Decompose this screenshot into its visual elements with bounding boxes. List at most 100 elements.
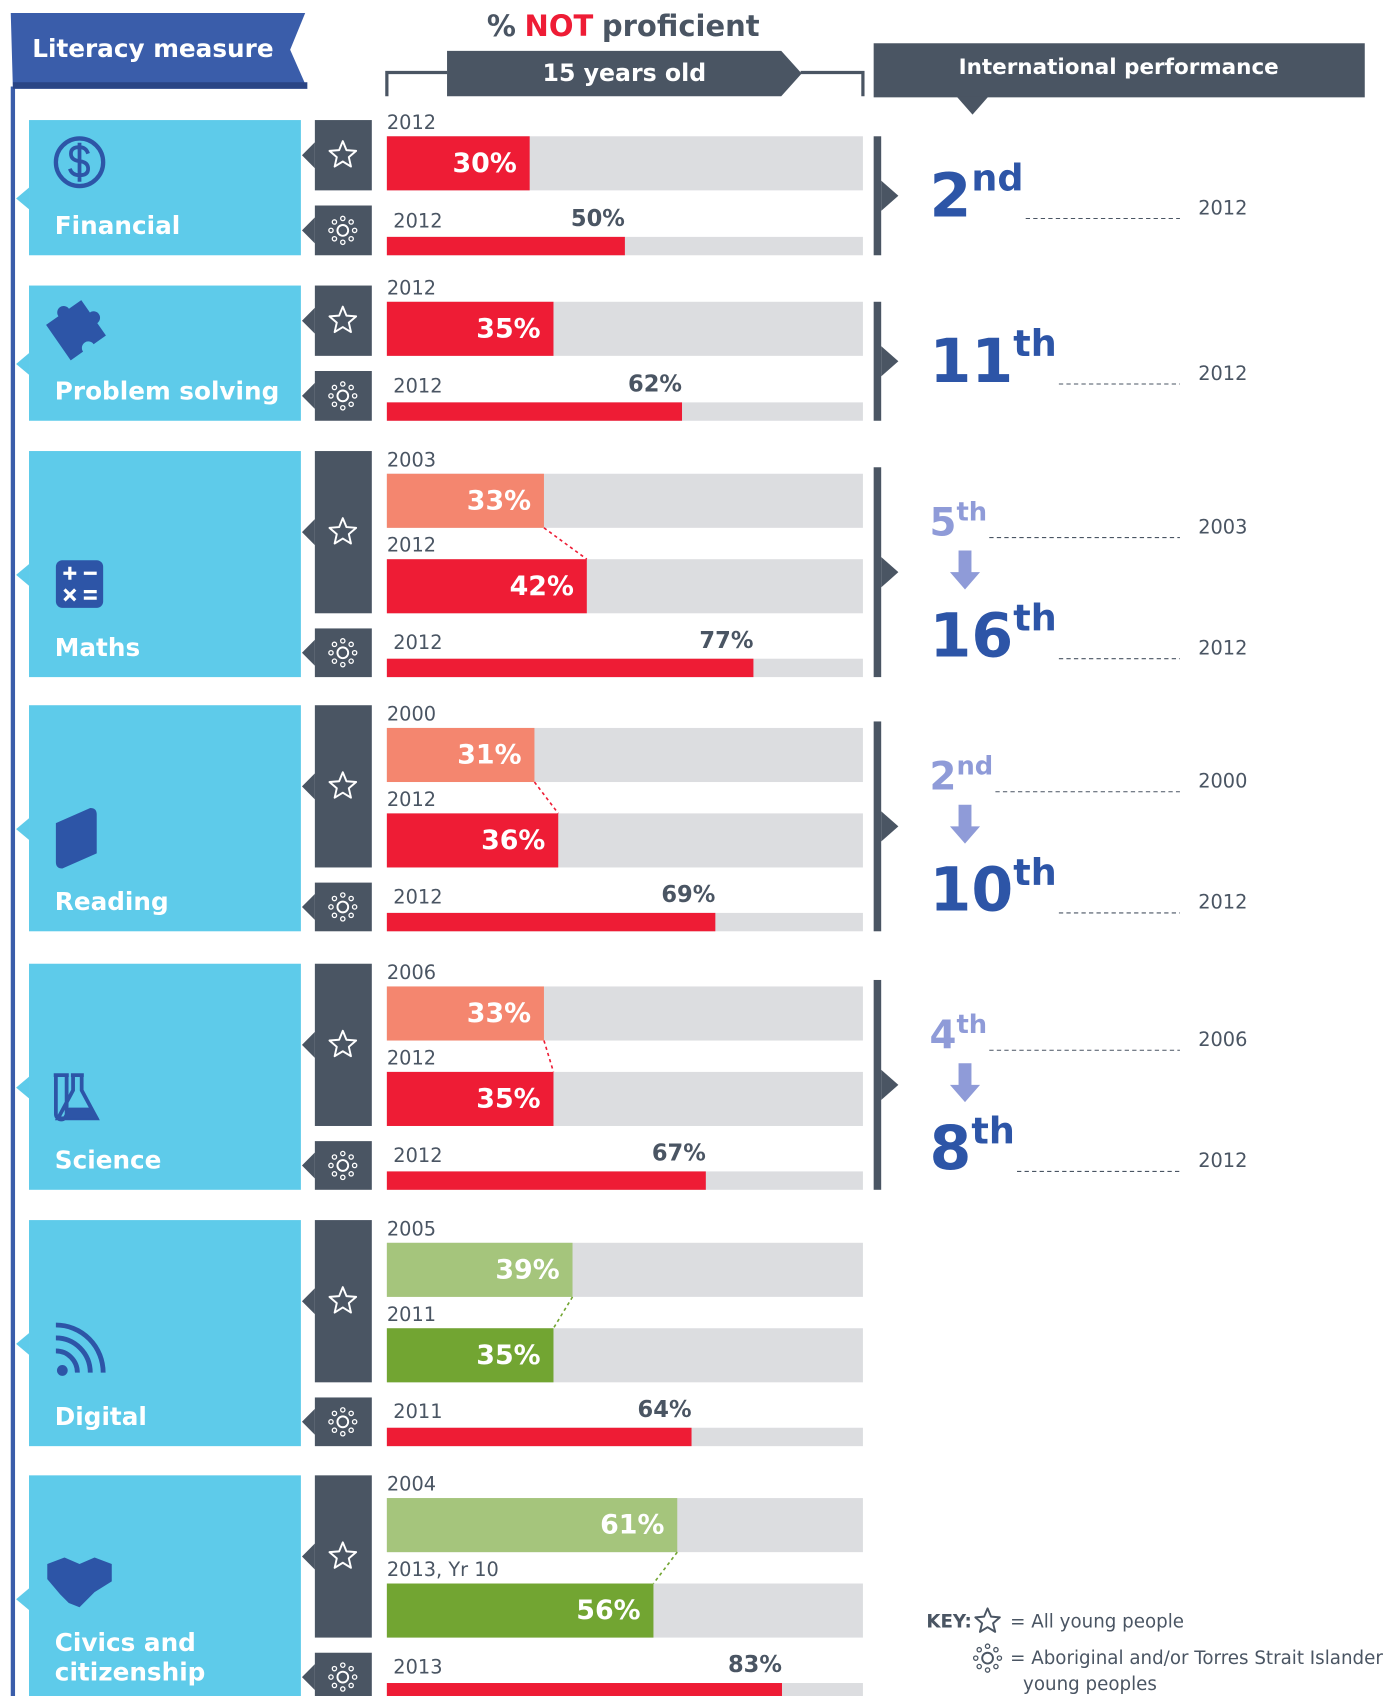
subtitle: 15 years old bbox=[543, 59, 707, 87]
group-notch bbox=[301, 893, 315, 920]
year-label: 2012 bbox=[387, 1046, 436, 1069]
group-box bbox=[314, 371, 372, 421]
icon bbox=[46, 300, 106, 361]
sun-dot bbox=[348, 658, 354, 664]
rank-suffix: th bbox=[1013, 851, 1056, 894]
banner-notch bbox=[956, 96, 989, 115]
down-arrow bbox=[949, 804, 981, 844]
sun-dot bbox=[328, 1162, 334, 1169]
bar-label: 61% bbox=[600, 1510, 664, 1541]
left-rule bbox=[10, 86, 16, 1696]
measure-name: Maths bbox=[55, 633, 140, 662]
measure-box bbox=[29, 1220, 301, 1447]
bar-label: 62% bbox=[628, 372, 682, 398]
bar-label: 69% bbox=[661, 882, 715, 908]
sun-dot bbox=[984, 1667, 991, 1673]
icon bbox=[62, 1107, 99, 1119]
bar-label: 64% bbox=[638, 1397, 692, 1423]
sun-dot bbox=[331, 1171, 338, 1177]
sun-dot bbox=[348, 895, 354, 902]
group-notch bbox=[301, 1288, 315, 1315]
title-part: NOT bbox=[525, 9, 594, 43]
rank: 8th bbox=[930, 1109, 1015, 1184]
sun-dot bbox=[351, 227, 358, 234]
sun-dot bbox=[331, 219, 338, 225]
sun-dot bbox=[348, 1154, 354, 1160]
year-label: 2012 bbox=[387, 788, 436, 811]
bracket-arrow bbox=[881, 346, 899, 377]
sun-dot bbox=[340, 892, 346, 898]
box-notch bbox=[16, 353, 30, 375]
bar bbox=[386, 658, 754, 678]
group-notch bbox=[301, 773, 315, 800]
bar-label: 31% bbox=[457, 740, 521, 771]
year-label: 2004 bbox=[387, 1473, 436, 1496]
sun-dot bbox=[340, 404, 346, 411]
year-label: 2012 bbox=[393, 885, 442, 908]
measure-name: Problem solving bbox=[55, 377, 279, 406]
rank-year: 2000 bbox=[1198, 769, 1247, 792]
bar-label: 83% bbox=[728, 1652, 782, 1678]
bar bbox=[386, 559, 587, 614]
icon bbox=[56, 1365, 68, 1376]
rank-suffix: nd bbox=[971, 156, 1023, 199]
icon bbox=[47, 1557, 112, 1608]
rank-number: 8 bbox=[930, 1114, 972, 1184]
icon bbox=[53, 136, 106, 189]
rank-suffix: th bbox=[1013, 596, 1056, 639]
sun-dot bbox=[328, 393, 334, 399]
group-notch bbox=[301, 382, 315, 409]
rank-number: 2 bbox=[930, 161, 972, 231]
bracket-arrow bbox=[881, 557, 899, 588]
banner-shadow bbox=[12, 82, 308, 89]
bar bbox=[386, 473, 544, 528]
group-box bbox=[314, 285, 372, 356]
sun-dot bbox=[331, 1682, 338, 1689]
down-arrow bbox=[949, 550, 981, 590]
sun-dot bbox=[996, 1655, 1003, 1661]
year-label: 2012 bbox=[387, 111, 436, 134]
sun-icon bbox=[336, 646, 350, 660]
year-label: 2012 bbox=[393, 209, 442, 232]
sun-dot bbox=[331, 912, 338, 919]
rank-year: 2012 bbox=[1198, 891, 1247, 914]
bar bbox=[386, 1171, 706, 1190]
measure-name: Civics and bbox=[55, 1628, 196, 1657]
rank-year: 2012 bbox=[1198, 196, 1247, 219]
box-notch bbox=[16, 1588, 30, 1611]
sun-dot bbox=[340, 661, 346, 668]
year-label: 2006 bbox=[387, 961, 436, 984]
sun-dot bbox=[340, 1150, 346, 1157]
year-label: 2012 bbox=[387, 534, 436, 557]
group-notch bbox=[301, 307, 315, 334]
connector bbox=[543, 1040, 555, 1073]
box-notch bbox=[16, 1333, 30, 1355]
bar bbox=[386, 301, 554, 356]
rank: 5th bbox=[930, 497, 988, 545]
bar bbox=[386, 1071, 554, 1126]
group-notch bbox=[301, 1152, 315, 1179]
rank-year: 2006 bbox=[1198, 1028, 1247, 1051]
bar bbox=[386, 236, 625, 256]
sun-dot bbox=[351, 649, 358, 656]
sun-dot bbox=[340, 1407, 346, 1413]
year-label: 2012 bbox=[393, 631, 442, 654]
title-part: % bbox=[487, 9, 516, 43]
sun-dot bbox=[351, 1162, 358, 1169]
star-icon bbox=[328, 1286, 358, 1314]
icon bbox=[63, 566, 97, 602]
year-label: 2013 bbox=[393, 1655, 442, 1678]
group-box bbox=[314, 451, 372, 614]
star-icon bbox=[328, 517, 358, 545]
rank: 2nd bbox=[930, 751, 994, 799]
chart-title: % NOT proficient bbox=[487, 9, 760, 43]
sun-dot bbox=[348, 912, 354, 919]
sun-dot bbox=[340, 916, 346, 922]
box-notch bbox=[16, 187, 30, 210]
rank-suffix: nd bbox=[956, 751, 993, 781]
icon bbox=[68, 142, 90, 182]
sun-dot bbox=[328, 1674, 334, 1680]
year-label: 2011 bbox=[387, 1303, 436, 1326]
star-icon bbox=[974, 1607, 1001, 1633]
